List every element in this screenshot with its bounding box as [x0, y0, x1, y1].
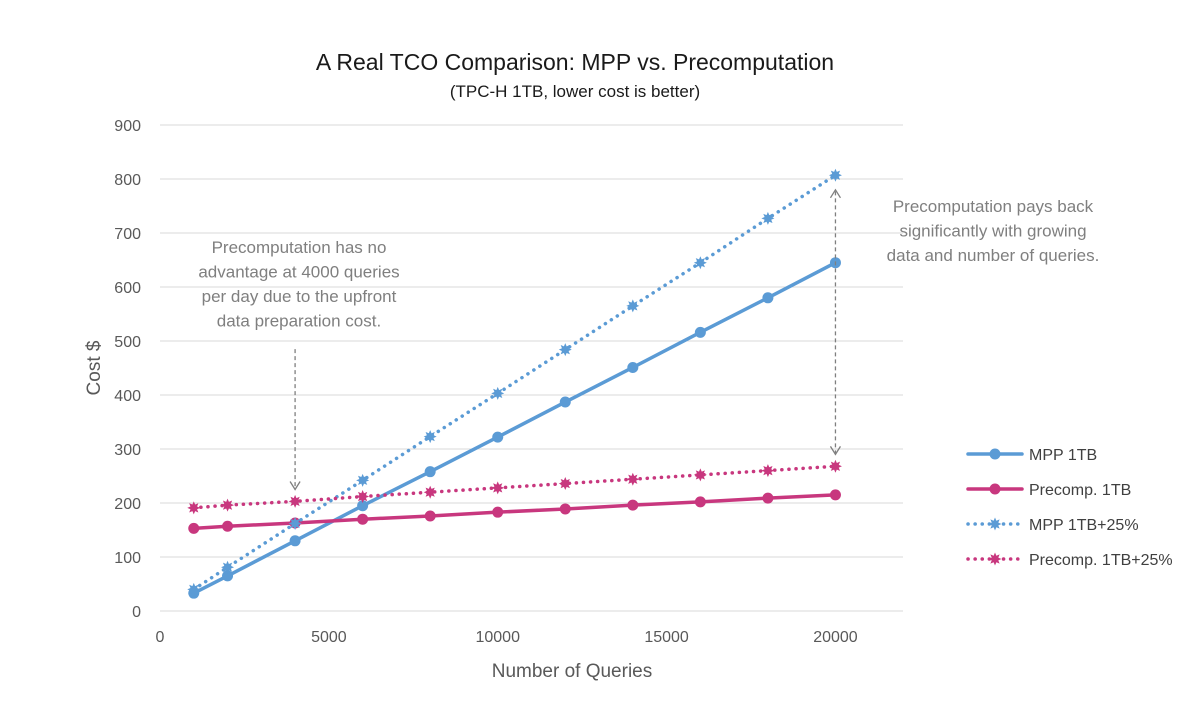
x-axis-label: Number of Queries — [492, 661, 653, 682]
data-point — [424, 466, 436, 478]
y-tick-label: 200 — [114, 496, 141, 513]
data-point — [288, 517, 302, 531]
data-point — [627, 499, 639, 511]
data-point — [762, 292, 774, 304]
data-point — [828, 168, 842, 182]
data-point — [828, 459, 842, 473]
data-point — [694, 496, 706, 508]
annotation-arrowhead — [829, 188, 842, 199]
data-point — [491, 386, 505, 400]
data-point — [289, 535, 301, 547]
data-point — [357, 513, 369, 525]
data-point — [187, 501, 201, 515]
x-tick-label: 10000 — [475, 629, 520, 646]
data-point — [558, 343, 572, 357]
annotation-text: significantly with growing — [899, 222, 1086, 241]
data-point — [627, 361, 639, 373]
data-point — [357, 500, 369, 512]
y-tick-label: 800 — [114, 172, 141, 189]
annotation-text: advantage at 4000 queries — [198, 263, 399, 282]
data-point — [693, 468, 707, 482]
data-point — [559, 503, 571, 515]
series-mpp-1tb-25- — [187, 168, 842, 596]
annotation-1: Precomputation has no advantage at 4000 q… — [198, 238, 400, 491]
annotation-arrowhead — [289, 481, 301, 491]
annotation-text: per day due to the upfront — [202, 287, 397, 306]
y-tick-label: 300 — [114, 442, 141, 459]
legend-item: Precomp. 1TB — [966, 482, 1131, 499]
legend-marker — [989, 448, 1001, 460]
y-axis-label: Cost $ — [84, 340, 105, 395]
data-point — [222, 520, 234, 532]
data-point — [423, 485, 437, 499]
data-point — [829, 489, 841, 501]
axis-ticks: 0 100 200 300 400 500 600 700 800 900 0 5000 10000 15… — [114, 118, 858, 646]
data-point — [356, 473, 370, 487]
data-point — [188, 522, 200, 534]
data-point — [694, 326, 706, 338]
data-point — [288, 494, 302, 508]
legend-label: MPP 1TB — [1029, 447, 1097, 464]
annotations: Precomputation has no advantage at 4000 q… — [198, 188, 1100, 491]
legend-marker — [988, 517, 1002, 531]
data-point — [356, 490, 370, 504]
series-group — [187, 168, 842, 599]
gridlines — [160, 124, 903, 612]
data-point — [492, 431, 504, 443]
legend-marker — [989, 483, 1001, 495]
x-tick-label: 5000 — [311, 629, 347, 646]
data-point — [424, 510, 436, 522]
y-tick-label: 600 — [114, 280, 141, 297]
legend-item: MPP 1TB — [966, 447, 1097, 464]
data-point — [423, 430, 437, 444]
data-point — [221, 560, 235, 574]
legend-label: MPP 1TB+25% — [1029, 517, 1139, 534]
series-precomp-1tb — [188, 489, 841, 534]
data-point — [626, 472, 640, 486]
y-tick-label: 900 — [114, 118, 141, 135]
annotation-text: data preparation cost. — [217, 312, 381, 331]
y-tick-label: 100 — [114, 550, 141, 567]
data-point — [559, 396, 571, 408]
data-point — [221, 498, 235, 512]
legend-label: Precomp. 1TB — [1029, 482, 1131, 499]
data-point — [761, 211, 775, 225]
data-point — [187, 582, 201, 596]
legend: MPP 1TB Precomp. 1TB MPP 1TB+25% Precomp. 1… — [966, 447, 1173, 569]
data-point — [626, 299, 640, 313]
series-precomp-1tb-25- — [187, 459, 842, 515]
x-tick-label: 20000 — [813, 629, 858, 646]
annotation-text: Precomputation has no — [212, 238, 387, 257]
legend-item: Precomp. 1TB+25% — [966, 552, 1173, 569]
y-tick-label: 700 — [114, 226, 141, 243]
series-mpp-1tb — [188, 257, 841, 599]
data-point — [492, 506, 504, 518]
annotation-2: Precomputation pays back significantly wi… — [829, 188, 1100, 456]
y-tick-label: 400 — [114, 388, 141, 405]
x-tick-label: 15000 — [644, 629, 689, 646]
legend-item: MPP 1TB+25% — [966, 517, 1139, 534]
data-point — [693, 256, 707, 270]
chart-subtitle: (TPC-H 1TB, lower cost is better) — [450, 82, 700, 101]
legend-label: Precomp. 1TB+25% — [1029, 552, 1173, 569]
legend-marker — [988, 552, 1002, 566]
data-point — [222, 570, 234, 582]
annotation-text: Precomputation pays back — [893, 197, 1094, 216]
data-point — [762, 492, 774, 504]
annotation-arrowhead — [829, 446, 842, 456]
y-tick-label: 500 — [114, 334, 141, 351]
x-tick-label: 0 — [156, 629, 165, 646]
annotation-text: data and number of queries. — [887, 246, 1100, 265]
data-point — [558, 477, 572, 491]
y-tick-label: 0 — [132, 604, 141, 621]
chart-title: A Real TCO Comparison: MPP vs. Precomput… — [316, 49, 834, 75]
data-point — [491, 481, 505, 495]
data-point — [761, 464, 775, 478]
